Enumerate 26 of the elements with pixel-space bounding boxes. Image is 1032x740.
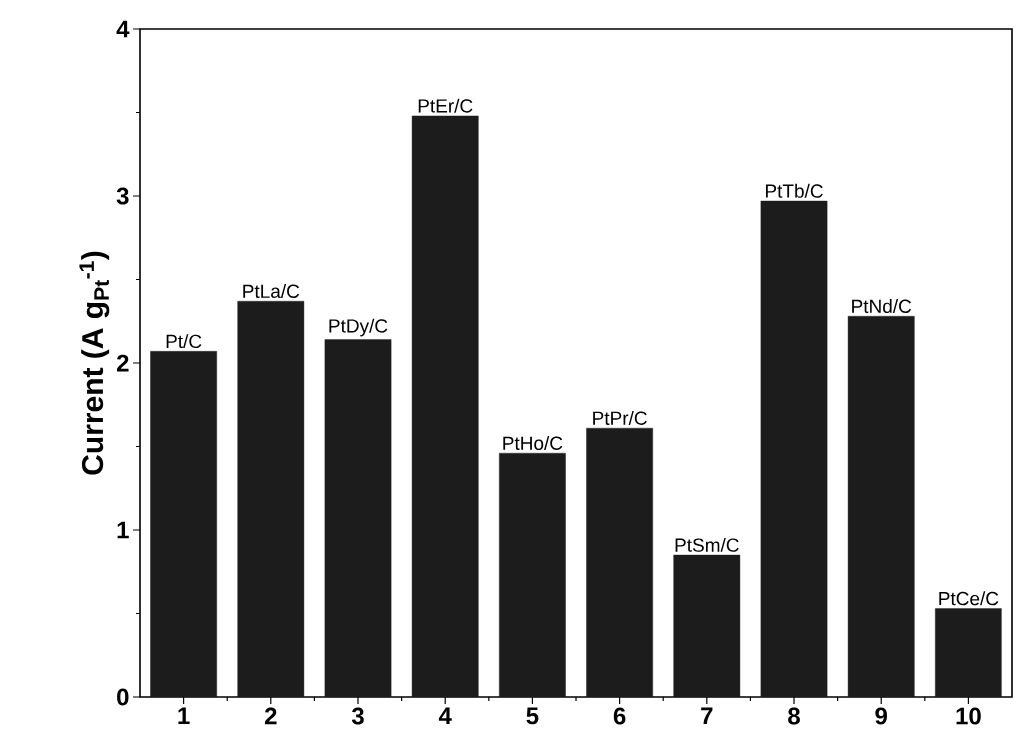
annotation: PtTb/C: [766, 183, 823, 198]
y-tick-label: 4: [116, 20, 130, 38]
x-tick-label: 6: [613, 707, 626, 725]
annotation: PtNd/C: [852, 299, 912, 314]
annotation: PtCe/C: [939, 591, 999, 606]
x-tick-label: 2: [264, 707, 277, 725]
y-tick-label: 1: [117, 521, 129, 539]
x-tick-label: 7: [701, 707, 713, 725]
annotation: PtHo/C: [503, 436, 563, 450]
x-tick-label: 3: [351, 707, 364, 725]
y-tick-label: 0: [117, 688, 129, 706]
y-tick-label: 2: [116, 354, 129, 372]
x-tick-label: 5: [526, 707, 539, 725]
x-tick-label: 4: [438, 707, 452, 725]
y-tick-label: 3: [116, 187, 129, 205]
x-tick-label: 1: [178, 707, 190, 725]
annotation: Pt/C: [166, 334, 202, 349]
annotation: PtDy/C: [329, 318, 388, 337]
annotation: PtSm/C: [675, 537, 739, 552]
x-tick-label: 9: [875, 707, 887, 725]
annotation: PtPr/C: [593, 410, 647, 425]
annotation: PtEr/C: [418, 98, 473, 113]
annotation: PtLa/C: [243, 284, 300, 299]
y-axis-title: Current (A g$_{Pt}$$^{-1}$): [79, 251, 110, 475]
x-tick-label: 8: [788, 707, 800, 725]
x-tick-label: 10: [956, 707, 981, 725]
